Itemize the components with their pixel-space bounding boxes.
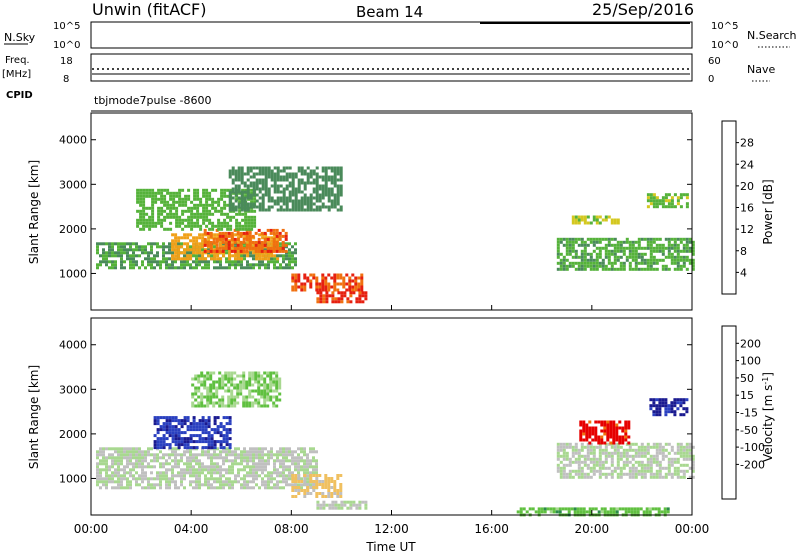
freq-label: Freq. [5,55,30,66]
velocity-colorbar-frame [721,325,737,500]
noise-tick-bottom-right: 10^0 [711,40,738,51]
noise-tick-top-right: 10^5 [711,21,738,32]
plot-title: Unwin (fitACF) [92,0,206,19]
freq-tick-top: 18 [60,56,73,67]
power-colorbar-tick-label-4: 12 [740,223,754,236]
velocity-ytick-label-2: 2000 [59,428,87,441]
freq-unit: [MHz] [2,69,31,80]
freq-tick-bottom: 8 [63,74,69,85]
power-region-4 [228,166,343,212]
x-tick-label-3: 12:00 [374,522,409,536]
velocity-colorbar-tick-label-1: 100 [740,355,761,368]
velocity-region-6 [579,420,631,445]
x-tick-label-5: 20:00 [575,522,610,536]
velocity-colorbar-tick-label-3: 15 [740,389,754,402]
cpid-label: CPID [6,90,33,101]
power-ytick-label-3: 1000 [59,267,87,280]
noise-tick-top-left: 10^5 [53,21,80,32]
nsearch-label: N.Search [747,29,797,42]
velocity-ylabel: Slant Range [km] [27,365,41,469]
x-tick-label-0: 00:00 [74,522,109,536]
power-region-3 [136,188,257,231]
velocity-colorbar-tick-label-5: -50 [740,424,758,437]
power-region-2 [203,228,288,253]
power-colorbar-frame [721,120,737,295]
power-colorbar-tick-label-3: 16 [740,202,754,215]
power-region-7 [556,237,695,271]
power-region-6 [316,291,368,304]
velocity-region-2 [191,371,282,408]
x-tick-label-4: 16:00 [474,522,509,536]
nave-tick-bottom: 0 [708,74,714,85]
x-axis-title: Time UT [365,540,416,554]
velocity-ytick-label-1: 3000 [59,383,87,396]
velocity-region-4 [316,500,368,510]
power-ytick-label-2: 2000 [59,223,87,236]
x-tick-label-6: 00:00 [675,522,710,536]
velocity-panel: 4000 3000 2000 1000 Slant Range [km] 200 100… [27,317,775,517]
power-ytick-label-1: 3000 [59,178,87,191]
velocity-region-3 [291,474,343,498]
frequency-panel: Freq. [MHz] 18 8 60 0 Nave [2,53,775,85]
power-colorbar-tick-label-0: 28 [740,137,754,150]
power-colorbar-label: Power [dB] [761,179,775,244]
velocity-ytick-label-0: 4000 [59,339,87,352]
date-label: 25/Sep/2016 [592,0,694,19]
nave-label: Nave [747,63,775,76]
velocity-colorbar-tick-label-6: -100 [740,441,765,454]
cpid-text: tbjmode7pulse -8600 [94,94,212,107]
power-ylabel: Slant Range [km] [27,160,41,264]
noise-panel: N.Sky 10^5 10^0 10^5 10^0 N.Search [4,21,797,51]
nsky-label: N.Sky [4,31,36,44]
velocity-region-7 [649,398,689,417]
power-colorbar-tick-label-5: 8 [740,245,747,258]
velocity-colorbar-tick-label-4: -15 [740,407,758,420]
power-colorbar-tick-label-2: 20 [740,180,754,193]
power-colorbar-tick-label-6: 4 [740,266,747,279]
power-region-9 [646,193,689,209]
velocity-colorbar-label-exp: -1 [761,377,770,385]
beam-label: Beam 14 [356,3,423,21]
power-region-8 [571,215,620,225]
x-tick-label-2: 08:00 [274,522,309,536]
velocity-region-1 [153,416,232,450]
power-panel: 4000 3000 2000 1000 Slant Range [km] 28 24 20… [27,112,775,311]
velocity-region-5 [556,442,695,479]
x-tick-label-1: 04:00 [174,522,209,536]
velocity-colorbar-tick-label-7: -200 [740,458,765,471]
nave-tick-top: 60 [708,56,721,67]
velocity-colorbar-label: Velocity [m s-1] [761,372,775,462]
velocity-colorbar-tick-label-2: 50 [740,372,754,385]
velocity-ytick-label-3: 1000 [59,472,87,485]
velocity-colorbar-tick-label-0: 200 [740,337,761,350]
power-colorbar-tick-label-1: 24 [740,158,754,171]
velocity-colorbar-label-main: Velocity [m s [761,385,775,462]
power-region-0 [96,242,297,270]
power-region-5 [291,273,364,292]
noise-tick-bottom-left: 10^0 [53,40,80,51]
velocity-region-0 [96,447,318,490]
power-ytick-label-0: 4000 [59,134,87,147]
